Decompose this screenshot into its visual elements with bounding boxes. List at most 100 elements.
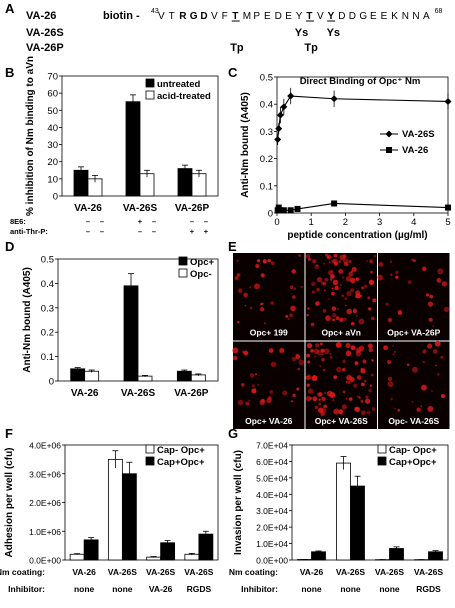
y-tick-label: 2.0E+06 (29, 498, 61, 508)
fluorescent-spot (369, 384, 372, 387)
y-axis-label: Adhesion per well (cfu) (4, 447, 15, 557)
residue: V (317, 11, 324, 22)
legend-swatch (178, 256, 188, 266)
fluorescent-spot (333, 408, 340, 415)
y-axis-label: Anti-Nm bound (A405) (22, 267, 33, 373)
fluorescent-spot (332, 279, 339, 286)
fluorescent-spot (236, 273, 241, 277)
legend-swatch (145, 78, 155, 88)
fluorescent-spot (263, 322, 267, 325)
fluorescent-spot (370, 373, 374, 377)
fluorescent-spot (350, 345, 356, 351)
fluorescent-spot (260, 302, 263, 306)
x-tick-label: 2 (343, 217, 348, 228)
fluorescent-spot (346, 308, 353, 315)
fluorescent-spot (323, 289, 326, 292)
fluorescent-spot (312, 375, 317, 379)
y-tick-label: 1.0E+04 (256, 539, 288, 549)
fluorescent-spot (370, 316, 375, 321)
fluorescent-spot (269, 390, 273, 394)
fluorescent-spot (249, 286, 252, 289)
data-point (274, 136, 282, 144)
y-tick-label: 0.1 (260, 181, 273, 192)
fluorescent-spot (322, 368, 326, 372)
fluorescent-spot (342, 359, 346, 364)
peptide-start-index: 43 (151, 8, 159, 15)
residue: D (338, 11, 345, 22)
fluorescent-spot (267, 258, 271, 263)
fluorescent-spot (307, 388, 314, 394)
bar (311, 551, 326, 561)
footer-value: – (152, 227, 156, 236)
peptide-name-va26: VA-26 (26, 10, 56, 22)
fluorescent-spot (351, 321, 355, 326)
fluorescent-spot (232, 355, 238, 361)
x-tick-label: 0 (274, 217, 279, 228)
residue: Y (296, 11, 303, 22)
fluorescent-spot (312, 396, 318, 402)
fluorescent-spot (289, 285, 294, 289)
fluorescent-spot (406, 363, 410, 367)
bar (177, 168, 193, 197)
fluorescent-spot (260, 273, 265, 278)
fluorescent-spot (241, 383, 245, 387)
fluorescent-spot (326, 254, 332, 260)
fluorescent-spot (428, 317, 433, 322)
footer-value: none (379, 584, 400, 594)
fluorescent-spot (241, 350, 245, 354)
fluorescent-spot (387, 317, 393, 323)
footer-label: Inhibitor: (241, 584, 278, 594)
fluorescent-spot (292, 393, 296, 398)
residue: T (306, 11, 312, 22)
fluorescent-spot (307, 360, 311, 364)
fluorescent-spot (427, 301, 434, 307)
fluorescent-spot (321, 396, 326, 401)
micrograph-label: Opc+ VA-26P (387, 328, 440, 338)
fluorescent-spot (306, 396, 312, 402)
residue: M (243, 11, 251, 22)
fluorescent-spot (323, 404, 328, 409)
residue: P (253, 11, 260, 22)
fluorescent-spot (365, 395, 369, 399)
fluorescent-spot (355, 277, 360, 281)
fluorescent-spot (343, 317, 347, 322)
fluorescent-spot (355, 314, 358, 317)
footer-value: RGDS (416, 584, 441, 594)
chart-d: 0 0.1 0.2 0.3 0.4 0.5 Anti-Nm bound (A405) VA-2… (22, 255, 219, 399)
chart-g: 0.0E+00 1.0E+04 2.0E+04 3.0E+04 4.0E+04 5.0E+… (229, 441, 449, 594)
panel-g-letter: G (228, 426, 238, 441)
residue: E (381, 11, 388, 22)
fluorescent-spot (323, 391, 327, 394)
legend-swatch (178, 268, 188, 278)
legend-swatch (377, 456, 387, 466)
y-tick-label: 0.2 (260, 154, 273, 165)
bar (336, 462, 351, 561)
legend-label: Cap- Opc+ (389, 445, 437, 456)
legend-label: Opc+ (190, 257, 214, 268)
fluorescent-spot (443, 306, 450, 312)
fluorescent-spot (290, 400, 294, 403)
fluorescent-spot (369, 259, 374, 264)
fluorescent-spot (355, 293, 361, 299)
residue: T (169, 11, 175, 22)
fluorescent-spot (259, 399, 266, 406)
fluorescent-spot (343, 261, 348, 266)
fluorescent-spot (436, 277, 442, 283)
fluorescent-spot (338, 260, 341, 263)
footer-value: none (340, 584, 361, 594)
y-tick-label: 0.5 (260, 73, 273, 84)
fluorescent-spot (335, 341, 342, 348)
fluorescent-spot (292, 295, 296, 299)
fluorescent-spot (268, 348, 274, 353)
y-tick-label: 0.3 (260, 127, 273, 138)
panel-c-letter: C (228, 65, 238, 80)
fluorescent-spot (327, 298, 330, 300)
fluorescent-spot (427, 405, 434, 412)
fluorescent-spot (327, 269, 334, 276)
fluorescent-spot (334, 285, 339, 291)
fluorescent-spot (339, 286, 342, 289)
fluorescent-spot (300, 285, 303, 289)
fluorescent-spot (289, 313, 294, 318)
footer-label: Inhibitor: (8, 584, 45, 594)
y-tick-label: 0.2 (41, 328, 54, 339)
